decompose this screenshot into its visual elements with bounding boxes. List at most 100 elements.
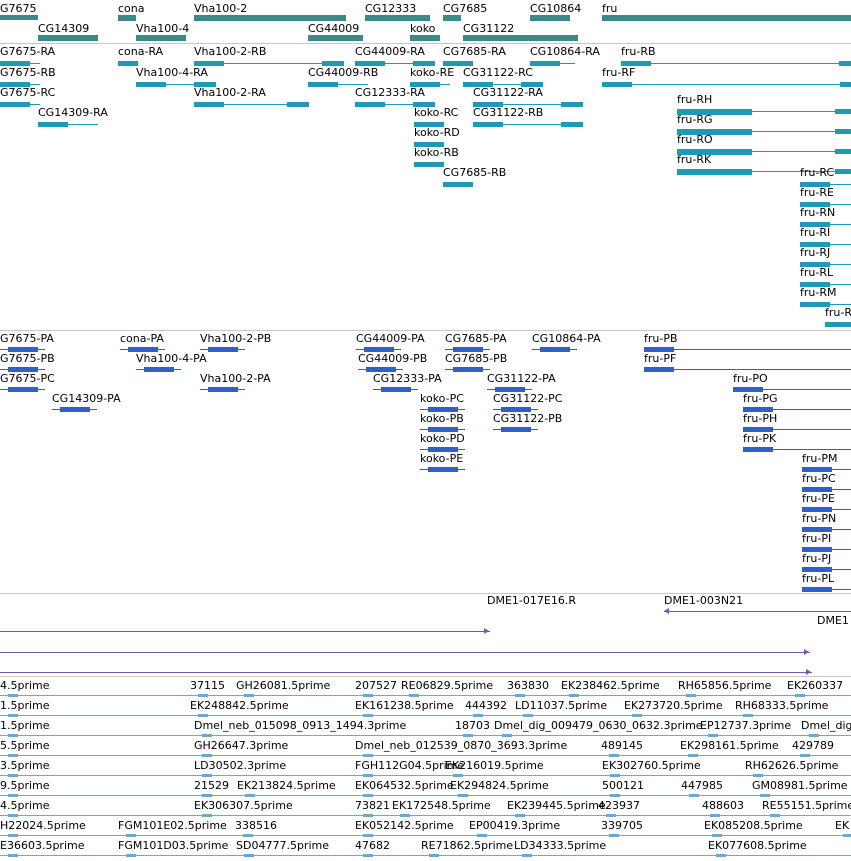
est-label-444392[interactable]: 444392	[465, 699, 507, 712]
protein-label-fru-pl[interactable]: fru-PL	[802, 572, 835, 585]
clone-line[interactable]	[0, 631, 490, 632]
est-line[interactable]	[0, 755, 851, 756]
protein-exon[interactable]	[733, 387, 763, 392]
est-exon[interactable]	[202, 794, 212, 797]
protein-label-koko-pb[interactable]: koko-PB	[420, 412, 464, 425]
gene-label-fru[interactable]: fru	[602, 2, 618, 15]
protein-label-cg31122-pb[interactable]: CG31122-PB	[493, 412, 563, 425]
est-label-9-5prime[interactable]: 9.5prime	[0, 779, 50, 792]
transcript-label-koko-rb[interactable]: koko-RB	[414, 146, 459, 159]
protein-label-cona-pa[interactable]: cona-PA	[120, 332, 164, 345]
transcript-exon[interactable]	[621, 61, 651, 66]
gene-label-koko[interactable]: koko	[410, 22, 436, 35]
est-exon[interactable]	[753, 774, 763, 777]
transcript-intron-line[interactable]	[677, 151, 851, 152]
transcript-label-fru-rc[interactable]: fru-RC	[800, 166, 835, 179]
transcript-intron-line[interactable]	[38, 124, 98, 125]
est-label-re71862-5prime[interactable]: RE71862.5prime	[421, 839, 514, 852]
protein-line[interactable]	[743, 409, 851, 410]
transcript-label-vha100-2-rb[interactable]: Vha100-2-RB	[194, 45, 267, 58]
est-label-gh26647-3prime[interactable]: GH26647.3prime	[194, 739, 289, 752]
est-label-ep00419-3prime[interactable]: EP00419.3prime	[469, 819, 561, 832]
protein-label-fru-pf[interactable]: fru-PF	[644, 352, 677, 365]
est-label-5-5prime[interactable]: 5.5prime	[0, 739, 50, 752]
transcript-label-cg10864-ra[interactable]: CG10864-RA	[530, 45, 600, 58]
protein-exon[interactable]	[60, 407, 90, 412]
protein-label-cg31122-pa[interactable]: CG31122-PA	[487, 372, 556, 385]
est-label-ek213824-5prime[interactable]: EK213824.5prime	[237, 779, 336, 792]
transcript-exon[interactable]	[443, 182, 473, 187]
est-exon[interactable]	[8, 774, 18, 777]
est-label-338516[interactable]: 338516	[235, 819, 277, 832]
est-label-dmel-dig-009479-0630-0632-3prime[interactable]: Dmel_dig_009479_0630_0632.3prime	[494, 719, 703, 732]
transcript-exon[interactable]	[677, 149, 752, 155]
est-exon[interactable]	[363, 814, 373, 817]
transcript-exon[interactable]	[287, 102, 309, 107]
transcript-exon[interactable]	[443, 61, 473, 66]
transcript-exon[interactable]	[355, 102, 385, 107]
est-exon[interactable]	[760, 794, 770, 797]
protein-exon[interactable]	[208, 347, 238, 352]
transcript-exon[interactable]	[473, 122, 503, 127]
est-exon[interactable]	[202, 734, 212, 737]
protein-label-fru-pe[interactable]: fru-PE	[802, 492, 835, 505]
protein-label-koko-pe[interactable]: koko-PE	[420, 452, 464, 465]
clone-label-dme1-017e16-r[interactable]: DME1-017E16.R	[487, 594, 576, 607]
est-exon[interactable]	[8, 714, 18, 717]
transcript-label-cona-ra[interactable]: cona-RA	[118, 45, 164, 58]
transcript-exon[interactable]	[194, 82, 216, 87]
est-exon[interactable]	[523, 714, 533, 717]
transcript-exon[interactable]	[194, 61, 224, 66]
est-label-rh62626-5prime[interactable]: RH62626.5prime	[745, 759, 839, 772]
est-exon[interactable]	[126, 854, 136, 857]
est-label-h22024-5prime[interactable]: H22024.5prime	[0, 819, 86, 832]
est-exon[interactable]	[809, 734, 819, 737]
transcript-exon[interactable]	[530, 61, 560, 66]
transcript-intron-line[interactable]	[194, 104, 309, 105]
transcript-exon[interactable]	[0, 61, 30, 66]
est-label-rh65856-5prime[interactable]: RH65856.5prime	[678, 679, 772, 692]
protein-line[interactable]	[743, 449, 851, 450]
gene-bar[interactable]	[308, 35, 363, 41]
transcript-label-koko-rc[interactable]: koko-RC	[414, 106, 459, 119]
transcript-label-koko-re[interactable]: koko-RE	[410, 66, 455, 79]
est-label-ek248842-5prime[interactable]: EK248842.5prime	[190, 699, 289, 712]
protein-line[interactable]	[644, 369, 851, 370]
protein-exon[interactable]	[8, 387, 38, 392]
transcript-exon[interactable]	[835, 169, 851, 174]
transcript-intron-line[interactable]	[308, 84, 368, 85]
est-label-ek294824-5prime[interactable]: EK294824.5prime	[450, 779, 549, 792]
est-label-gm08981-5prime[interactable]: GM08981.5prime	[752, 779, 848, 792]
protein-line[interactable]	[733, 389, 851, 390]
protein-exon[interactable]	[208, 387, 238, 392]
protein-exon[interactable]	[364, 347, 394, 352]
est-exon[interactable]	[458, 794, 468, 797]
transcript-exon[interactable]	[800, 282, 830, 287]
transcript-exon[interactable]	[463, 82, 493, 87]
gene-label-vha100-2[interactable]: Vha100-2	[194, 2, 248, 15]
transcript-exon[interactable]	[677, 129, 752, 135]
transcript-intron-line[interactable]	[677, 171, 851, 172]
transcript-exon[interactable]	[136, 82, 166, 87]
est-exon[interactable]	[502, 734, 512, 737]
gene-bar[interactable]	[463, 35, 578, 41]
transcript-label-fru-rb[interactable]: fru-RB	[621, 45, 656, 58]
clone-line[interactable]	[0, 652, 810, 653]
transcript-exon[interactable]	[118, 61, 138, 66]
transcript-exon[interactable]	[414, 162, 444, 167]
transcript-exon[interactable]	[194, 102, 224, 107]
gene-bar[interactable]	[530, 15, 570, 21]
protein-label-cg7685-pb[interactable]: CG7685-PB	[445, 352, 508, 365]
est-label-339705[interactable]: 339705	[601, 819, 643, 832]
protein-label-fru-pg[interactable]: fru-PG	[743, 392, 778, 405]
gene-bar[interactable]	[38, 35, 98, 41]
protein-exon[interactable]	[501, 407, 531, 412]
est-label-ek302760-5prime[interactable]: EK302760.5prime	[602, 759, 701, 772]
protein-label-koko-pd[interactable]: koko-PD	[420, 432, 465, 445]
transcript-label-fru-rf[interactable]: fru-RF	[602, 66, 636, 79]
est-exon[interactable]	[202, 754, 212, 757]
est-label-500121[interactable]: 500121	[602, 779, 644, 792]
transcript-intron-line[interactable]	[677, 111, 851, 112]
est-label-429789[interactable]: 429789	[792, 739, 834, 752]
protein-exon[interactable]	[381, 387, 411, 392]
